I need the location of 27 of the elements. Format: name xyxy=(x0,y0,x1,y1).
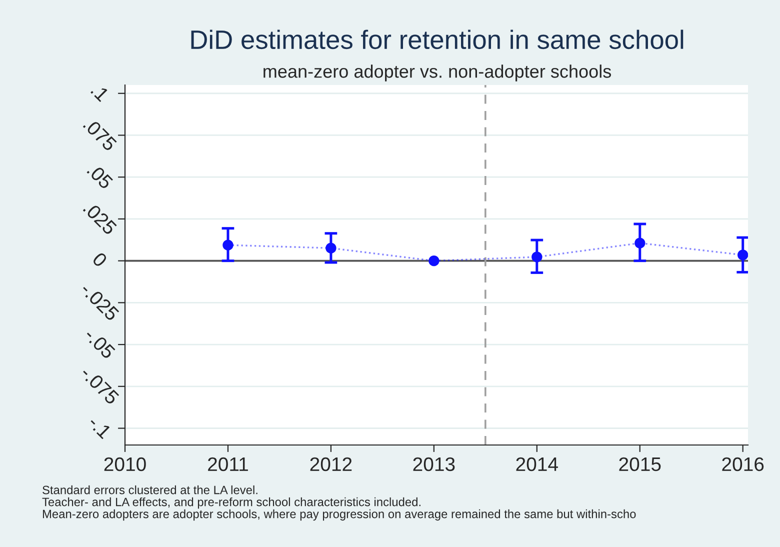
text: Mean-zero adopters are adopter schools, where pay progression on average remained the same but within-scho xyxy=(42,509,636,521)
x-tick-label: 2014 xyxy=(516,457,558,472)
x-tick-label: 2016 xyxy=(722,457,764,472)
y-tick-label: .025 xyxy=(82,200,118,236)
point xyxy=(326,242,336,254)
chart-title: DiD estimates for retention in same school xyxy=(191,30,684,50)
point xyxy=(222,240,234,250)
x-tick-label: 2010 xyxy=(104,457,146,472)
chart-subtitle: mean-zero adopter vs. non-adopter schools xyxy=(264,64,611,82)
x-tick-label: 2015 xyxy=(619,457,661,472)
y-tick-label: .1 xyxy=(90,82,110,102)
y-tick-label: -.025 xyxy=(80,282,120,322)
y-tick-label: 0 xyxy=(92,251,108,268)
text: Standard errors clustered at the LA level. xyxy=(42,485,258,494)
y-tick-label: -.05 xyxy=(84,327,116,360)
x-tick-label: 2013 xyxy=(413,457,455,472)
y-tick-label: -.1 xyxy=(88,414,112,440)
point xyxy=(738,250,748,260)
y-tick-label: .075 xyxy=(82,117,118,152)
point xyxy=(428,255,440,266)
point xyxy=(634,238,646,248)
y-tick-label: .05 xyxy=(86,162,114,190)
text: Teacher- and LA effects, and pre-reform school characteristics included. xyxy=(42,497,420,509)
y-tick-label: -.075 xyxy=(80,365,120,406)
point xyxy=(532,252,542,262)
x-tick-label: 2011 xyxy=(208,457,248,472)
x-tick-label: 2012 xyxy=(310,457,352,472)
